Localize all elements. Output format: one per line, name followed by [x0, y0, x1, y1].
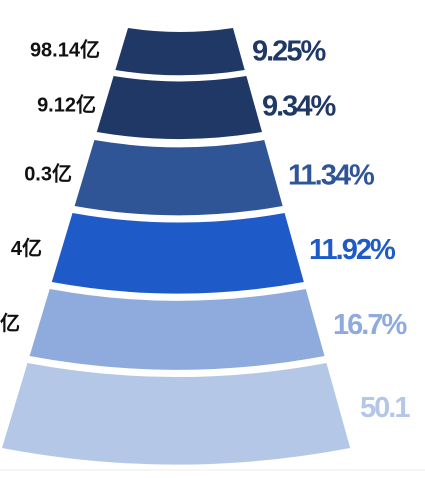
- value-label: 11.34%: [288, 160, 375, 192]
- category-label: 98.14亿: [30, 37, 100, 61]
- funnel-segment: [29, 289, 325, 370]
- funnel-segment: [74, 140, 283, 216]
- value-label: 16.7%: [333, 309, 407, 341]
- category-label: 9.12亿: [37, 92, 96, 116]
- category-label: 亿: [0, 311, 20, 335]
- category-label: 0.3亿: [24, 161, 72, 185]
- value-label: 9.25%: [252, 36, 326, 68]
- category-label: 4亿: [11, 236, 42, 260]
- value-label: 50.1: [360, 392, 410, 424]
- funnel-segment: [2, 363, 351, 465]
- value-label: 11.92%: [309, 234, 396, 266]
- funnel-segment: [96, 76, 263, 140]
- value-label: 9.34%: [262, 91, 336, 123]
- funnel-segment: [51, 213, 304, 294]
- funnel-segment: [115, 28, 245, 76]
